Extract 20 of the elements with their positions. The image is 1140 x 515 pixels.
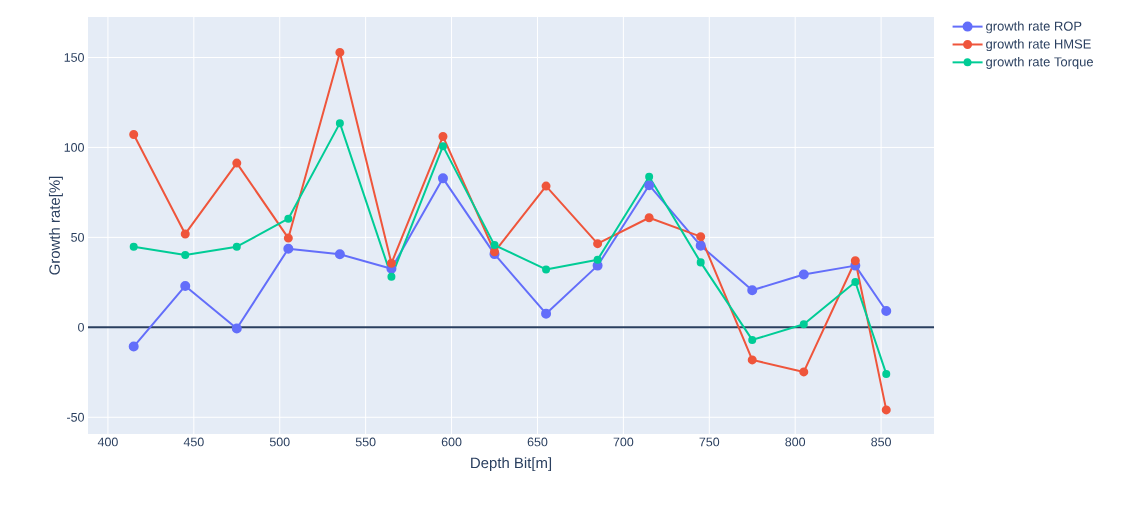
legend-label: growth rate ROP xyxy=(986,21,1082,34)
y-tick-label: 100 xyxy=(64,143,84,152)
y-axis-title: Growth rate[%] xyxy=(48,176,63,275)
x-tick-label: 700 xyxy=(613,437,634,447)
y-tick-label: -50 xyxy=(67,412,84,422)
x-tick-label: 550 xyxy=(355,437,376,447)
legend-label: growth rate Torque xyxy=(986,56,1093,69)
x-tick-label: 400 xyxy=(97,437,118,447)
y-tick-label: 0 xyxy=(78,322,84,332)
x-tick-label: 450 xyxy=(183,437,204,447)
x-tick-label: 600 xyxy=(441,437,462,447)
x-tick-label: 650 xyxy=(527,437,548,447)
x-tick-label: 850 xyxy=(871,437,891,447)
x-axis-title: Depth Bit[m] xyxy=(471,457,552,472)
y-tick-label: 150 xyxy=(64,53,84,62)
x-tick-label: 750 xyxy=(699,437,720,447)
x-tick-label: 800 xyxy=(785,437,806,447)
y-tick-label: 50 xyxy=(71,232,84,242)
x-tick-label: 500 xyxy=(269,437,290,447)
legend-label: growth rate HMSE xyxy=(986,39,1091,52)
